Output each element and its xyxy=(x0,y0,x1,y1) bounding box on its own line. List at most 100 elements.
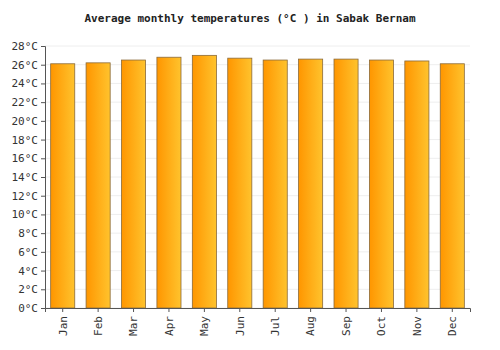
tick-label: 14°C xyxy=(12,171,39,184)
tick-mark xyxy=(168,308,169,312)
tick-mark xyxy=(62,308,63,312)
tick-label: 22°C xyxy=(12,96,39,109)
tick-label: Jan xyxy=(57,316,70,336)
tick: 28°C xyxy=(12,40,46,53)
grid xyxy=(45,46,470,308)
tick-label: 28°C xyxy=(12,40,39,53)
tick-mark xyxy=(416,308,417,312)
y-axis: 0°C 2°C 4°C 6°C 8°C 10°C 12°C 14°C 16°C 18°C 20°C 2… xyxy=(12,40,46,315)
tick-label: 6°C xyxy=(18,246,38,259)
tick: 2°C xyxy=(18,283,45,296)
bar xyxy=(51,64,75,308)
tick: 20°C xyxy=(12,115,46,128)
bar xyxy=(86,63,110,308)
tick-mark xyxy=(41,196,45,197)
tick-mark xyxy=(41,65,45,66)
tick: 26°C xyxy=(12,59,46,72)
tick-mark xyxy=(98,308,99,312)
tick-mark xyxy=(133,308,134,312)
tick: 24°C xyxy=(12,77,46,90)
tick-label: Aug xyxy=(304,316,317,336)
tick: 22°C xyxy=(12,96,46,109)
tick-label: Sep xyxy=(340,316,353,336)
tick-mark xyxy=(310,308,311,312)
tick-mark xyxy=(41,46,45,47)
tick: Apr xyxy=(163,308,176,336)
tick-label: 26°C xyxy=(12,59,39,72)
tick: Jan xyxy=(57,308,70,336)
bar xyxy=(440,64,464,308)
tick-label: Dec xyxy=(446,316,459,336)
tick-label: 4°C xyxy=(18,265,38,278)
tick-label: Oct xyxy=(375,316,388,336)
chart: 0°C 2°C 4°C 6°C 8°C 10°C 12°C 14°C 16°C 18°C 20°C 2… xyxy=(0,0,500,350)
tick: Oct xyxy=(375,308,388,336)
plot-area: 0°C 2°C 4°C 6°C 8°C 10°C 12°C 14°C 16°C 18°C 20°C 2… xyxy=(12,40,471,336)
tick: 16°C xyxy=(12,152,46,165)
bars xyxy=(51,55,465,308)
tick-label: 0°C xyxy=(18,302,38,315)
tick-mark xyxy=(41,308,45,309)
tick-label: Feb xyxy=(92,316,105,336)
tick: 12°C xyxy=(12,190,46,203)
tick: Aug xyxy=(304,308,317,336)
tick-mark xyxy=(204,308,205,312)
tick-label: 8°C xyxy=(18,227,38,240)
tick-mark xyxy=(41,214,45,215)
bar xyxy=(405,61,429,308)
tick-mark xyxy=(239,308,240,312)
tick-mark xyxy=(41,121,45,122)
tick: 10°C xyxy=(12,208,46,221)
tick-mark xyxy=(41,252,45,253)
axis-line xyxy=(46,309,471,313)
tick: 0°C xyxy=(18,302,45,315)
tick-mark xyxy=(41,83,45,84)
tick-mark xyxy=(452,308,453,312)
tick-mark xyxy=(346,308,347,312)
tick-label: 20°C xyxy=(12,115,39,128)
tick: 4°C xyxy=(18,265,45,278)
tick: Dec xyxy=(446,308,459,336)
tick-label: 10°C xyxy=(12,208,39,221)
tick-mark xyxy=(41,271,45,272)
tick: 8°C xyxy=(18,227,45,240)
bar xyxy=(334,59,358,308)
tick-label: May xyxy=(198,316,211,336)
tick-mark xyxy=(275,308,276,312)
tick-label: 12°C xyxy=(12,190,39,203)
tick-mark xyxy=(41,233,45,234)
tick: Feb xyxy=(92,308,105,336)
x-axis: JanFebMarAprMayJunJulAugSepOctNovDec xyxy=(46,308,471,336)
tick-mark xyxy=(381,308,382,312)
tick: 18°C xyxy=(12,134,46,147)
grid-line xyxy=(45,46,470,47)
tick-label: 24°C xyxy=(12,77,39,90)
bar xyxy=(192,55,216,308)
tick-label: 2°C xyxy=(18,283,38,296)
tick-label: 16°C xyxy=(12,152,39,165)
tick: 6°C xyxy=(18,246,45,259)
tick: Jul xyxy=(269,308,282,336)
bar xyxy=(228,58,252,308)
tick: Jun xyxy=(234,308,247,336)
tick: May xyxy=(198,308,211,336)
tick: Sep xyxy=(340,308,353,336)
axis-line xyxy=(41,47,46,309)
tick-mark xyxy=(41,289,45,290)
bar xyxy=(263,60,287,308)
tick-label: Nov xyxy=(411,316,424,336)
tick-label: Jul xyxy=(269,316,282,336)
tick: Nov xyxy=(411,308,424,336)
title: Average monthly temperatures (°C ) in Sa… xyxy=(84,12,416,25)
tick-mark xyxy=(41,177,45,178)
bar xyxy=(369,60,393,308)
tick-label: Jun xyxy=(234,316,247,336)
bar xyxy=(299,59,323,308)
tick-mark xyxy=(41,140,45,141)
bar xyxy=(157,57,181,308)
tick: 14°C xyxy=(12,171,46,184)
tick-label: 18°C xyxy=(12,134,39,147)
tick-label: Apr xyxy=(163,316,176,336)
tick-mark xyxy=(41,102,45,103)
tick-mark xyxy=(41,158,45,159)
